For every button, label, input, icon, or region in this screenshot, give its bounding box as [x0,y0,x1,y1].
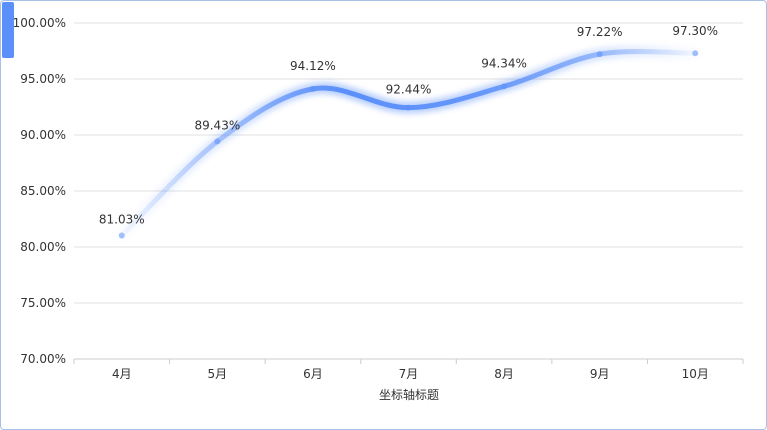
data-label: 81.03% [99,212,145,226]
x-tick-label: 9月 [590,367,610,381]
data-point [214,138,221,145]
data-point [501,83,508,90]
y-tick-label: 90.00% [20,128,66,142]
axes: 4月 5月 6月 7月 8月 9月 10月 [73,358,744,381]
data-label: 89.43% [194,118,240,132]
data-point [596,51,603,58]
data-point [309,85,316,92]
gridlines: 70.00% 75.00% 80.00% 85.00% 90.00% 95.00% 100.… [13,16,743,366]
y-tick-label: 100.00% [13,16,66,30]
y-tick-label: 80.00% [20,240,66,254]
x-tick-label: 4月 [112,367,132,381]
data-label: 94.34% [481,56,527,70]
y-tick-label: 70.00% [20,352,66,366]
data-label: 94.12% [290,59,336,73]
x-tick-label: 8月 [494,367,514,381]
y-tick-label: 95.00% [20,72,66,86]
data-labels: 81.03% 89.43% 94.12% 92.44% 94.34% 97.22% 97.3… [99,24,718,226]
x-tick-label: 6月 [303,367,323,381]
data-point [692,50,699,57]
y-tick-label: 85.00% [20,184,66,198]
data-label: 97.30% [672,24,718,38]
accent-tab [2,2,14,58]
y-tick-label: 75.00% [20,296,66,310]
x-axis-title: 坐标轴标题 [379,387,439,402]
data-label: 97.22% [577,25,623,39]
x-tick-label: 5月 [208,367,228,381]
x-tick-label: 7月 [399,367,419,381]
data-point [405,104,412,111]
data-point [118,232,125,239]
x-tick-label: 10月 [682,367,709,381]
data-label: 92.44% [386,83,432,97]
data-points [118,50,699,239]
